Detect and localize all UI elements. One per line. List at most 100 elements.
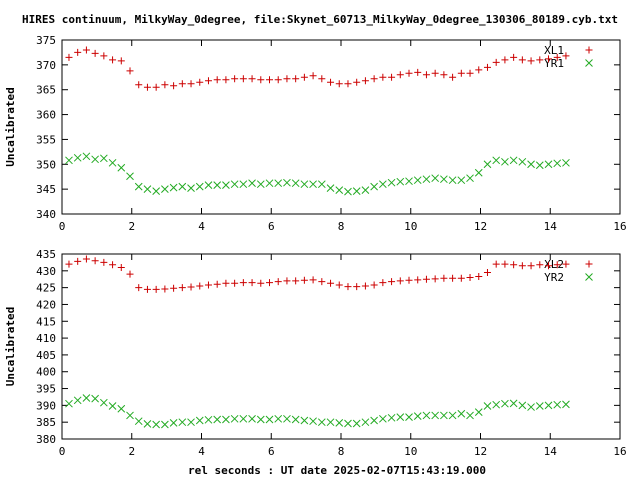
data-point [326,184,335,193]
data-point [335,80,343,88]
data-point [143,420,152,428]
x-tick-label: 8 [338,220,345,233]
x-tick-label: 10 [404,220,417,233]
data-point [274,76,282,84]
data-point [239,414,248,423]
data-point [318,278,326,286]
data-point [204,281,212,289]
data-point [387,178,396,187]
data-point [422,275,430,283]
data-point [187,418,195,427]
y-tick-label: 435 [36,248,56,261]
x-tick-label: 4 [198,445,205,458]
data-point [117,57,125,65]
y-tick-label: 370 [36,59,56,72]
data-point [553,53,561,61]
data-point [353,78,361,86]
x-tick-label: 6 [268,445,275,458]
y-tick-label: 375 [36,34,56,47]
data-point [126,67,134,75]
data-point [257,76,265,84]
data-point [466,174,474,183]
data-point [283,277,291,285]
data-point [109,56,117,64]
data-point [431,411,440,420]
data-point [256,180,265,189]
y-tick-label: 420 [36,298,56,311]
data-point [135,284,143,292]
data-point [300,180,309,189]
data-point [527,403,535,411]
data-point [239,75,247,83]
x-tick-label: 12 [474,220,487,233]
data-point [143,185,152,193]
chart-panels: 340 345 350 355 360 365 370 375 0 2 4 6 8 10 12 14 16 Unc… [4,34,627,458]
data-point [405,276,413,284]
data-point [91,257,99,265]
data-point [231,75,239,83]
data-point [196,78,204,86]
data-point [109,261,117,269]
data-point [527,262,535,270]
legend-marker [585,260,593,268]
data-point [317,418,326,427]
data-point [274,414,283,423]
y-tick-label: 410 [36,332,56,345]
data-point [82,394,91,402]
y-tick-label: 430 [36,265,56,278]
data-point [440,274,448,282]
data-point [509,399,518,408]
data-point [335,186,344,194]
data-point [152,420,161,429]
data-point [213,280,221,288]
data-point [449,274,457,282]
data-point [501,399,509,408]
data-point [545,262,553,270]
y-tick-label: 400 [36,366,56,379]
data-point [527,160,535,169]
y-tick-label: 360 [36,109,56,122]
data-point [169,183,178,192]
data-point [457,409,466,418]
data-point [187,283,195,291]
data-point [378,180,387,189]
data-point [344,80,352,88]
data-point [292,75,300,83]
data-point [169,419,178,427]
data-point [475,273,483,281]
y-tick-label: 380 [36,433,56,446]
data-point [222,76,230,84]
data-point [292,277,300,285]
data-point [309,180,317,189]
data-point [396,177,405,186]
data-point [213,76,221,84]
data-point [510,53,518,61]
x-tick-label: 12 [474,445,487,458]
data-point [152,83,160,91]
data-point [553,261,561,269]
legend-label: YR1 [544,57,564,70]
data-point [309,276,317,284]
data-point [248,279,256,287]
data-point [344,187,352,196]
data-point [161,420,169,429]
data-point [274,179,283,188]
data-point [161,285,169,293]
data-point [422,411,431,420]
data-point [65,399,73,408]
data-point [248,75,256,83]
data-point [466,411,474,420]
data-point [483,269,491,276]
data-point [492,156,501,165]
data-point [283,75,291,83]
x-tick-label: 16 [613,220,626,233]
data-point [475,66,483,74]
data-point [440,175,448,184]
data-point [117,163,126,172]
data-point [352,187,361,195]
legend-marker [585,273,593,281]
data-point [509,156,518,165]
data-point [562,400,570,409]
data-point [387,413,396,422]
data-point [100,258,108,266]
